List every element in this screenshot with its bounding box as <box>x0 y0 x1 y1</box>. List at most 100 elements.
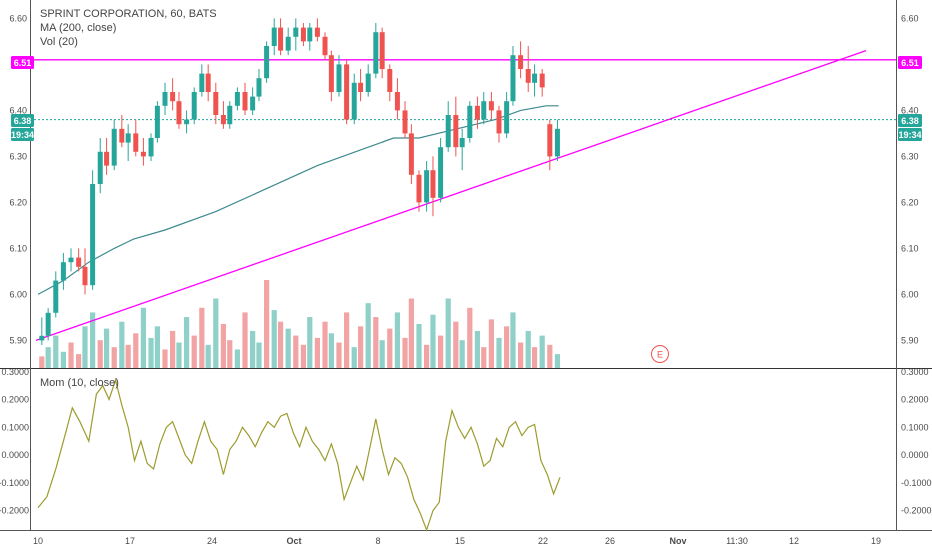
candle-3 <box>60 253 66 290</box>
volume-bar-64 <box>504 326 510 368</box>
volume-bar-17 <box>162 349 168 368</box>
price-tick-right-4: 6.30 <box>901 151 919 161</box>
volume-bar-11 <box>119 321 125 368</box>
candle-70 <box>547 119 553 171</box>
volume-bar-59 <box>467 307 473 368</box>
volume-bar-9 <box>103 328 110 368</box>
volume-bar-3 <box>60 351 66 368</box>
volume-bar-66 <box>518 342 524 368</box>
candle-6 <box>82 248 88 295</box>
candle-0 <box>39 317 45 345</box>
mom-tick-right-2: 0.1000 <box>901 422 929 432</box>
volume-bar-25 <box>220 324 227 368</box>
volume-bar-58 <box>459 340 465 368</box>
volume-bar-27 <box>234 349 240 368</box>
volume-bar-22 <box>199 307 205 368</box>
volume-bar-31 <box>264 280 270 368</box>
volume-bar-60 <box>474 330 481 368</box>
mom-tick-left-3: 0.0000 <box>1 450 29 460</box>
legend-ma[interactable]: MA (200, close) <box>40 22 116 34</box>
candle-39 <box>322 32 328 60</box>
candle-48 <box>387 64 393 102</box>
candles <box>39 18 560 345</box>
candle-4 <box>68 248 74 272</box>
legend-title: SPRINT CORPORATION, 60, BATS <box>40 8 217 20</box>
last-price-tag-left-text: 6.38 <box>14 116 32 126</box>
candle-59 <box>467 101 473 143</box>
candle-28 <box>242 82 248 115</box>
volume-bar-48 <box>387 328 393 368</box>
right-momentum-scale[interactable]: 0.3000 0.2000 0.1000 0.0000 -0.1000 -0.2000 <box>901 367 932 516</box>
volume-bar-30 <box>256 342 262 368</box>
candle-30 <box>256 69 262 102</box>
candle-32 <box>271 18 277 56</box>
legend-vol[interactable]: Vol (20) <box>40 36 78 48</box>
volume-bar-54 <box>430 314 436 368</box>
time-tick-5: 15 <box>455 536 465 546</box>
mom-tick-left-0: 0.3000 <box>1 367 29 377</box>
legend-momentum[interactable]: Mom (10, close) <box>40 377 119 389</box>
time-tick-9: 11:30 <box>726 536 748 546</box>
countdown-tag-left-text: 19:34 <box>11 130 34 140</box>
time-tick-3: Oct <box>286 536 301 546</box>
price-tick-right-6: 6.60 <box>901 13 919 23</box>
candle-11 <box>119 115 125 148</box>
price-tick-right-5: 6.40 <box>901 105 919 115</box>
candle-57 <box>453 96 459 157</box>
candle-10 <box>111 119 117 171</box>
candle-42 <box>344 59 350 125</box>
candle-35 <box>293 18 299 51</box>
candle-12 <box>125 124 131 161</box>
volume-bar-35 <box>293 335 299 368</box>
volume-bar-69 <box>539 335 545 368</box>
price-tick-left-3: 6.20 <box>9 197 27 207</box>
time-tick-4: 8 <box>375 536 380 546</box>
candle-26 <box>227 101 233 129</box>
volume-bars <box>39 280 561 368</box>
resistance-tag-right: 6.51 <box>898 56 922 69</box>
volume-bar-49 <box>394 312 401 368</box>
candle-24 <box>213 82 219 125</box>
trend-line[interactable] <box>35 49 867 342</box>
candle-53 <box>424 161 430 212</box>
candle-44 <box>358 69 364 102</box>
candle-36 <box>300 23 306 46</box>
volume-bar-34 <box>285 328 291 368</box>
candle-16 <box>154 101 160 143</box>
earnings-marker[interactable]: E <box>651 345 669 363</box>
candle-17 <box>162 82 168 115</box>
volume-bar-10 <box>111 347 117 368</box>
earnings-marker-circle <box>651 345 669 363</box>
mom-tick-left-1: 0.2000 <box>1 395 29 405</box>
volume-bar-51 <box>408 298 414 368</box>
time-tick-2: 24 <box>207 536 217 546</box>
resistance-tag-left: 6.51 <box>11 56 34 69</box>
candle-13 <box>133 119 139 157</box>
volume-bar-55 <box>437 335 444 368</box>
mom-tick-left-5: -0.2000 <box>0 506 29 516</box>
right-price-scale[interactable]: 5.90 6.00 6.10 6.20 6.30 6.40 6.60 <box>901 13 919 345</box>
volume-bar-47 <box>379 340 385 368</box>
left-momentum-scale[interactable]: 0.3000 0.2000 0.1000 0.0000 -0.1000 -0.2000 <box>0 367 29 516</box>
volume-bar-21 <box>191 335 197 368</box>
candle-58 <box>459 128 465 171</box>
candle-66 <box>518 41 524 79</box>
volume-bar-56 <box>445 298 451 368</box>
volume-bar-20 <box>183 317 190 368</box>
ma-200-line <box>37 105 559 295</box>
candle-55 <box>438 138 444 203</box>
candle-34 <box>285 27 291 56</box>
volume-bar-61 <box>481 347 487 368</box>
mom-tick-right-4: -0.1000 <box>901 478 932 488</box>
left-price-scale[interactable]: 5.90 6.00 6.10 6.20 6.30 6.40 6.60 <box>9 13 27 345</box>
volume-bar-38 <box>314 337 320 368</box>
main-legend[interactable]: SPRINT CORPORATION, 60, BATS MA (200, cl… <box>40 8 217 48</box>
price-tick-left-0: 5.90 <box>9 335 27 345</box>
mom-tick-right-5: -0.2000 <box>901 506 932 516</box>
volume-bar-57 <box>453 321 459 368</box>
mom-tick-left-4: -0.1000 <box>0 478 29 488</box>
time-scale[interactable]: 10 17 24 Oct 8 15 22 26 Nov 11:30 12 19 <box>33 536 881 546</box>
candle-2 <box>53 271 59 318</box>
volume-bar-70 <box>547 344 553 368</box>
